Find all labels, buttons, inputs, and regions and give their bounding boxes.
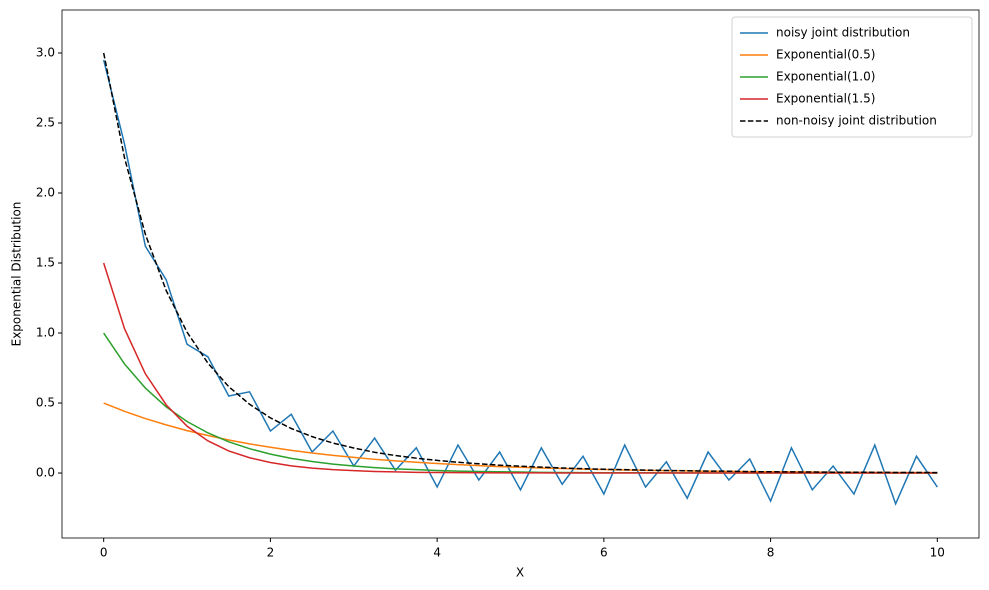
legend: noisy joint distribution Exponential(0.5)… [731, 16, 973, 138]
x-tick-label: 4 [433, 546, 441, 560]
x-axis-label: X [516, 566, 524, 580]
legend-label: Exponential(0.5) [776, 48, 875, 62]
y-axis-label: Exponential Distribution [10, 202, 24, 347]
series-line [102, 52, 938, 474]
series-line [102, 59, 938, 506]
series-line [103, 402, 938, 474]
y-tick-label: 0.0 [36, 466, 55, 480]
y-tick-label: 2.0 [36, 186, 55, 200]
y-tick-label: 1.0 [36, 326, 55, 340]
x-tick-label: 6 [600, 546, 608, 560]
legend-box [731, 16, 973, 138]
legend-label: non-noisy joint distribution [776, 114, 937, 128]
x-tick-label: 10 [930, 546, 945, 560]
y-tick-label: 3.0 [36, 45, 55, 59]
legend-label: noisy joint distribution [776, 26, 910, 40]
y-tick-label: 1.5 [36, 256, 55, 270]
x-tick-label: 8 [767, 546, 775, 560]
legend-label: Exponential(1.0) [776, 70, 875, 84]
x-tick-label: 2 [267, 546, 275, 560]
x-tick-label: 0 [100, 546, 108, 560]
plot-frame [61, 9, 980, 539]
legend-label: Exponential(1.5) [776, 92, 875, 106]
y-tick-label: 2.5 [36, 115, 55, 129]
y-tick-label: 0.5 [36, 396, 55, 410]
series-line [103, 332, 938, 474]
series-line [102, 262, 938, 474]
